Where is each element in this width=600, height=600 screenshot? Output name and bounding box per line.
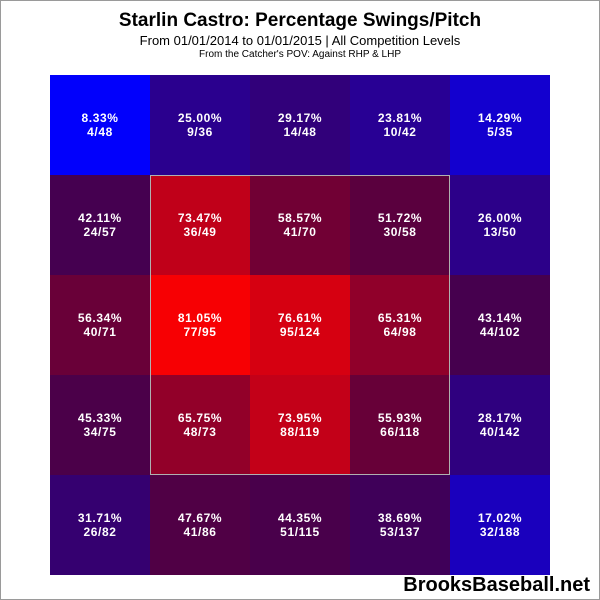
- cell-count: 40/71: [83, 325, 117, 339]
- heatmap-cell: 73.95% 88/119: [250, 375, 350, 475]
- cell-percentage: 58.57%: [277, 211, 323, 225]
- cell-percentage: 51.72%: [377, 211, 423, 225]
- cell-count: 66/118: [380, 425, 420, 439]
- cell-count: 10/42: [383, 125, 417, 139]
- cell-count: 9/36: [187, 125, 213, 139]
- cell-percentage: 14.29%: [477, 111, 523, 125]
- cell-percentage: 76.61%: [277, 311, 323, 325]
- cell-count: 77/95: [183, 325, 217, 339]
- cell-percentage: 38.69%: [377, 511, 423, 525]
- cell-count: 48/73: [183, 425, 217, 439]
- cell-count: 51/115: [280, 525, 320, 539]
- cell-count: 13/50: [483, 225, 517, 239]
- cell-count: 64/98: [383, 325, 417, 339]
- heatmap-cell: 26.00% 13/50: [450, 175, 550, 275]
- heatmap-cell: 14.29% 5/35: [450, 75, 550, 175]
- heatmap-cell: 81.05% 77/95: [150, 275, 250, 375]
- cell-count: 95/124: [279, 325, 321, 339]
- cell-count: 14/48: [283, 125, 317, 139]
- cell-percentage: 23.81%: [377, 111, 423, 125]
- heatmap-cell: 56.34% 40/71: [50, 275, 150, 375]
- heatmap-cell: 29.17% 14/48: [250, 75, 350, 175]
- cell-count: 24/57: [83, 225, 117, 239]
- heatmap-cell: 76.61% 95/124: [250, 275, 350, 375]
- heatmap-cell: 38.69% 53/137: [350, 475, 450, 575]
- cell-count: 40/142: [479, 425, 521, 439]
- cell-percentage: 73.47%: [177, 211, 223, 225]
- chart-pov-note: From the Catcher's POV: Against RHP & LH…: [199, 49, 401, 60]
- cell-percentage: 65.75%: [177, 411, 223, 425]
- cell-percentage: 29.17%: [277, 111, 323, 125]
- chart-subtitle: From 01/01/2014 to 01/01/2015 | All Comp…: [139, 33, 461, 48]
- cell-percentage: 73.95%: [277, 411, 323, 425]
- heatmap-cell: 65.31% 64/98: [350, 275, 450, 375]
- cell-count: 26/82: [83, 525, 117, 539]
- heatmap-cell: 31.71% 26/82: [50, 475, 150, 575]
- heatmap-cell: 55.93% 66/118: [350, 375, 450, 475]
- cell-count: 32/188: [479, 525, 521, 539]
- cell-percentage: 17.02%: [477, 511, 523, 525]
- cell-percentage: 81.05%: [177, 311, 223, 325]
- heatmap-cell: 51.72% 30/58: [350, 175, 450, 275]
- cell-percentage: 8.33%: [81, 111, 119, 125]
- heatmap-cell: 45.33% 34/75: [50, 375, 150, 475]
- heatmap-cell: 25.00% 9/36: [150, 75, 250, 175]
- heatmap-cell: 42.11% 24/57: [50, 175, 150, 275]
- heatmap-cell: 28.17% 40/142: [450, 375, 550, 475]
- heatmap-cell: 43.14% 44/102: [450, 275, 550, 375]
- cell-percentage: 45.33%: [77, 411, 123, 425]
- heatmap-cell: 44.35% 51/115: [250, 475, 350, 575]
- cell-count: 36/49: [183, 225, 217, 239]
- heatmap-cell: 73.47% 36/49: [150, 175, 250, 275]
- cell-percentage: 26.00%: [477, 211, 523, 225]
- cell-percentage: 31.71%: [77, 511, 123, 525]
- cell-percentage: 43.14%: [477, 311, 523, 325]
- cell-count: 41/86: [183, 525, 217, 539]
- cell-percentage: 65.31%: [377, 311, 423, 325]
- cell-percentage: 44.35%: [277, 511, 323, 525]
- cell-percentage: 56.34%: [77, 311, 123, 325]
- heatmap-cell: 8.33% 4/48: [50, 75, 150, 175]
- cell-count: 44/102: [479, 325, 521, 339]
- heatmap-cell: 58.57% 41/70: [250, 175, 350, 275]
- cell-count: 53/137: [379, 525, 421, 539]
- heatmap-grid: 8.33% 4/48 25.00% 9/36 29.17% 14/48 23.81% 10/4…: [50, 75, 550, 575]
- cell-count: 4/48: [87, 125, 113, 139]
- chart-title: Starlin Castro: Percentage Swings/Pitch: [118, 10, 482, 31]
- cell-count: 41/70: [283, 225, 317, 239]
- heatmap-cell: 17.02% 32/188: [450, 475, 550, 575]
- cell-count: 30/58: [383, 225, 417, 239]
- cell-percentage: 47.67%: [177, 511, 223, 525]
- cell-count: 34/75: [83, 425, 117, 439]
- cell-count: 88/119: [280, 425, 320, 439]
- cell-count: 5/35: [487, 125, 513, 139]
- heatmap-cell: 23.81% 10/42: [350, 75, 450, 175]
- cell-percentage: 55.93%: [377, 411, 423, 425]
- cell-percentage: 42.11%: [78, 211, 122, 225]
- cell-percentage: 25.00%: [177, 111, 223, 125]
- cell-percentage: 28.17%: [477, 411, 523, 425]
- heatmap-cell: 47.67% 41/86: [150, 475, 250, 575]
- brand-watermark: BrooksBaseball.net: [403, 574, 590, 596]
- heatmap-cell: 65.75% 48/73: [150, 375, 250, 475]
